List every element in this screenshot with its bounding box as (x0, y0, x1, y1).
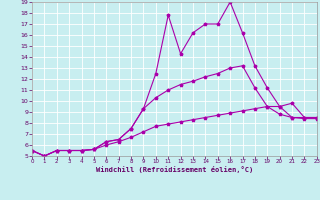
X-axis label: Windchill (Refroidissement éolien,°C): Windchill (Refroidissement éolien,°C) (96, 166, 253, 173)
